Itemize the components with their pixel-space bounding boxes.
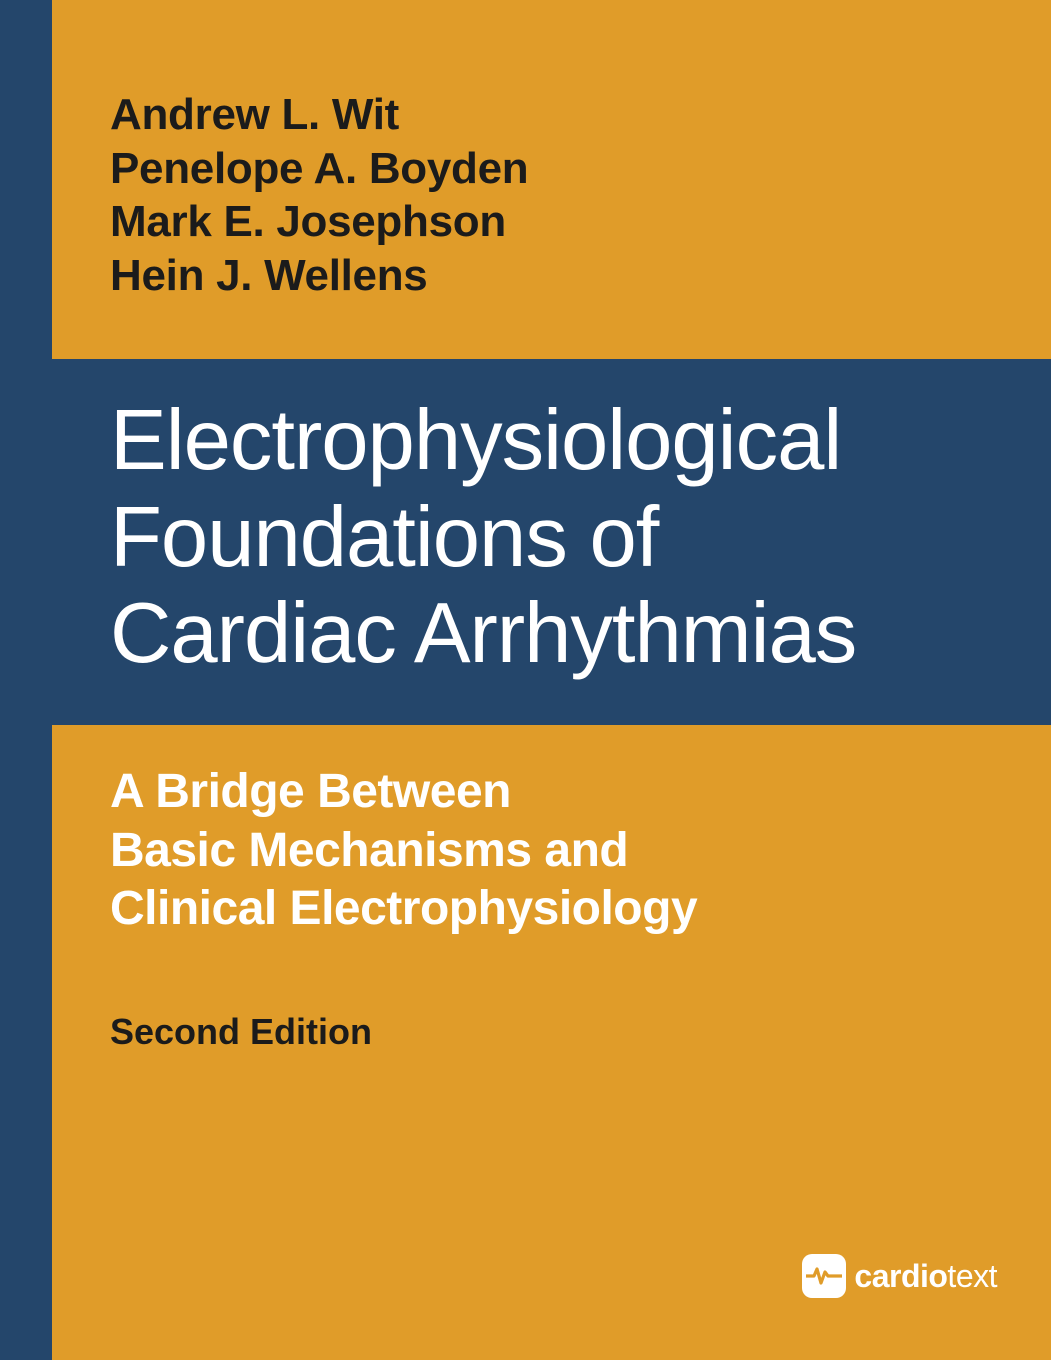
author-name: Hein J. Wellens: [110, 249, 1051, 303]
publisher-light: text: [947, 1258, 997, 1294]
authors-block: Andrew L. Wit Penelope A. Boyden Mark E.…: [52, 0, 1051, 359]
author-name: Andrew L. Wit: [110, 88, 1051, 142]
title-line: Cardiac Arrhythmias: [110, 586, 1031, 683]
publisher-name: cardiotext: [854, 1258, 997, 1295]
publisher-logo: cardiotext: [802, 1254, 997, 1298]
title-line: Electrophysiological: [110, 393, 1031, 490]
edition-label: Second Edition: [110, 1011, 1051, 1053]
subtitle-line: A Bridge Between: [110, 763, 1051, 822]
spine: [0, 0, 52, 1360]
ecg-wave-icon: [806, 1266, 842, 1286]
lower-block: A Bridge Between Basic Mechanisms and Cl…: [52, 725, 1051, 1360]
subtitle-line: Clinical Electrophysiology: [110, 880, 1051, 939]
publisher-bold: cardio: [854, 1258, 947, 1294]
main-panel: Andrew L. Wit Penelope A. Boyden Mark E.…: [52, 0, 1051, 1360]
heartbeat-icon: [802, 1254, 846, 1298]
subtitle-line: Basic Mechanisms and: [110, 822, 1051, 881]
title-block: Electrophysiological Foundations of Card…: [52, 359, 1051, 726]
title-line: Foundations of: [110, 490, 1031, 587]
author-name: Mark E. Josephson: [110, 195, 1051, 249]
author-name: Penelope A. Boyden: [110, 142, 1051, 196]
book-cover: Andrew L. Wit Penelope A. Boyden Mark E.…: [0, 0, 1051, 1360]
subtitle: A Bridge Between Basic Mechanisms and Cl…: [110, 763, 1051, 939]
